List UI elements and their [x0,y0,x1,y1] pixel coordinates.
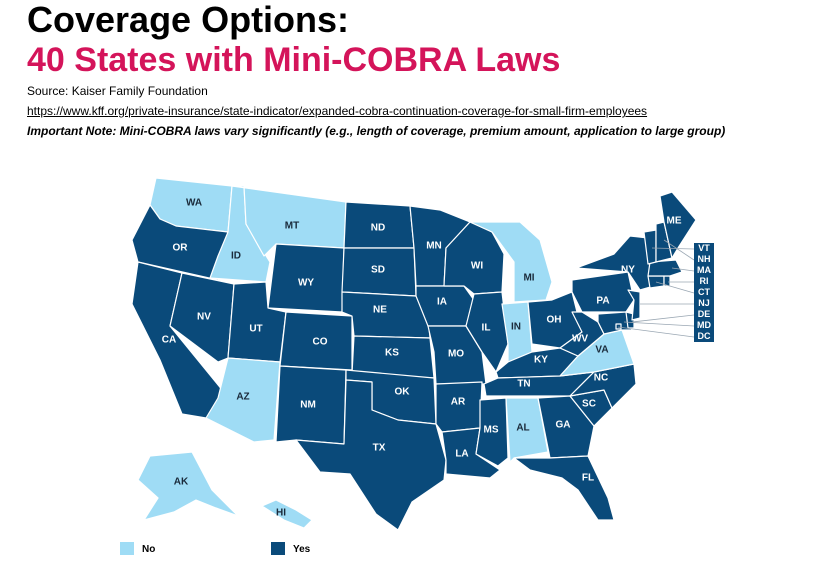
label-AL: AL [516,423,529,434]
legend-yes-swatch [271,542,285,555]
page-subtitle: 40 States with Mini-COBRA Laws [27,41,561,79]
label-TX: TX [373,443,386,454]
label-WA: WA [186,198,202,209]
label-MS: MS [484,425,499,436]
label-CA: CA [162,335,176,346]
ne-label-NJ: NJ [694,298,714,309]
label-OH: OH [547,315,562,326]
label-SC: SC [582,399,596,410]
label-CO: CO [313,337,328,348]
label-ID: ID [231,251,241,262]
label-WI: WI [471,261,483,272]
label-NC: NC [594,373,608,384]
label-ND: ND [371,223,385,234]
label-NY: NY [621,265,635,276]
label-IA: IA [437,297,447,308]
label-KS: KS [385,348,399,359]
label-PA: PA [596,296,609,307]
label-MI: MI [523,273,534,284]
label-AR: AR [451,397,466,408]
label-LA: LA [455,449,468,460]
state-NJ[interactable] [627,289,641,321]
label-HI: HI [276,508,286,519]
ne-label-VT: VT [694,243,714,254]
label-OR: OR [173,243,189,254]
label-MT: MT [285,221,299,232]
state-NV[interactable] [169,272,235,363]
source-link[interactable]: https://www.kff.org/private-insurance/st… [27,104,648,118]
label-AZ: AZ [236,392,249,403]
label-WV: WV [572,334,588,345]
state-AL[interactable] [505,397,549,463]
label-WY: WY [298,278,314,289]
state-HI[interactable] [261,499,313,529]
legend-no-label: No [142,544,156,555]
label-TN: TN [517,379,530,390]
label-MO: MO [448,349,464,360]
important-note: Important Note: Mini-COBRA laws vary sig… [27,124,726,138]
state-ME[interactable] [659,191,697,259]
state-FL[interactable] [513,455,615,521]
state-DC[interactable] [615,323,622,330]
label-AK: AK [174,477,189,488]
ne-label-DC: DC [694,331,714,342]
ne-label-RI: RI [694,276,714,287]
label-IN: IN [511,322,521,333]
ne-label-MA: MA [694,265,714,276]
label-UT: UT [249,324,262,335]
ne-label-NH: NH [694,254,714,265]
ne-label-DE: DE [694,309,714,320]
page-title: Coverage Options: [27,0,350,40]
label-SD: SD [371,265,385,276]
state-AK[interactable] [137,451,239,521]
state-TX[interactable] [295,379,447,531]
state-MA[interactable] [647,259,683,277]
northeast-leader-lines [617,239,695,338]
state-WV[interactable] [559,311,605,357]
label-VA: VA [595,345,608,356]
label-IL: IL [482,323,491,334]
label-MN: MN [426,241,442,252]
label-NE: NE [373,305,387,316]
label-NV: NV [197,312,211,323]
source-text: Source: Kaiser Family Foundation [27,84,208,98]
ne-label-CT: CT [694,287,714,298]
state-GA[interactable] [537,395,595,459]
label-GA: GA [556,420,571,431]
label-OK: OK [395,387,411,398]
label-NM: NM [300,400,316,411]
legend-yes-label: Yes [293,544,311,555]
label-ME: ME [667,216,682,227]
legend-no-swatch [120,542,134,555]
label-KY: KY [534,355,548,366]
ne-label-MD: MD [694,320,714,331]
label-FL: FL [582,473,594,484]
